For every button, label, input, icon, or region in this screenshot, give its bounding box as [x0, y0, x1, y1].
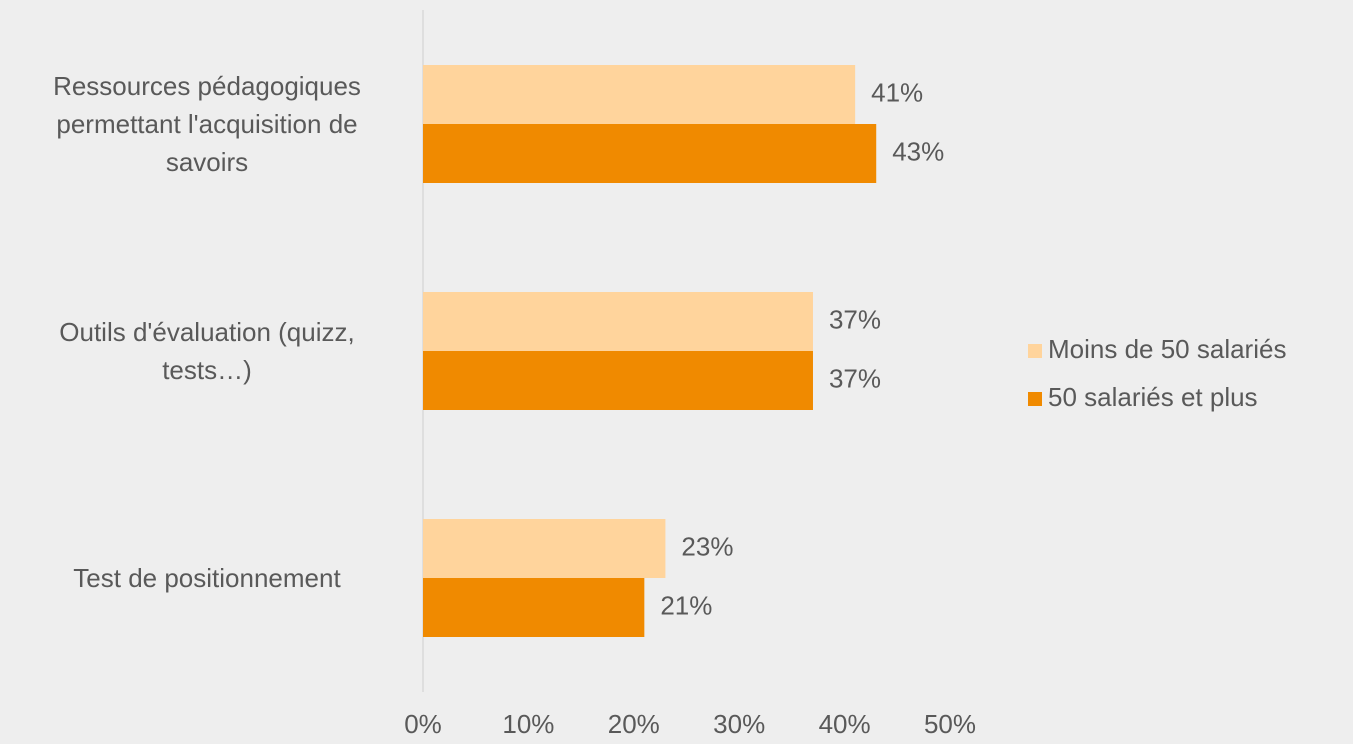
data-label: 37% — [829, 304, 881, 334]
category-label: Test de positionnement — [73, 563, 341, 593]
data-label: 37% — [829, 363, 881, 393]
x-tick-label: 30% — [713, 709, 765, 739]
data-label: 43% — [892, 136, 944, 166]
category-label: Outils d'évaluation (quizz, tests…) — [59, 317, 355, 385]
legend-label: Moins de 50 salariés — [1048, 334, 1286, 364]
x-tick-label: 50% — [924, 709, 976, 739]
bar — [423, 519, 666, 578]
legend-label: 50 salariés et plus — [1048, 382, 1258, 412]
bar — [423, 292, 813, 351]
x-tick-label: 10% — [502, 709, 554, 739]
x-tick-label: 20% — [608, 709, 660, 739]
data-label: 23% — [681, 531, 733, 561]
data-label: 21% — [660, 590, 712, 620]
bar — [423, 65, 856, 124]
bar — [423, 351, 813, 410]
data-label: 41% — [871, 77, 923, 107]
category-label: Ressources pédagogiques permettant l'acq… — [53, 71, 361, 177]
legend-swatch — [1028, 392, 1042, 406]
x-tick-label: 40% — [819, 709, 871, 739]
x-tick-label: 0% — [404, 709, 442, 739]
bar — [423, 578, 645, 637]
legend-swatch — [1028, 344, 1042, 358]
bar — [423, 124, 877, 183]
